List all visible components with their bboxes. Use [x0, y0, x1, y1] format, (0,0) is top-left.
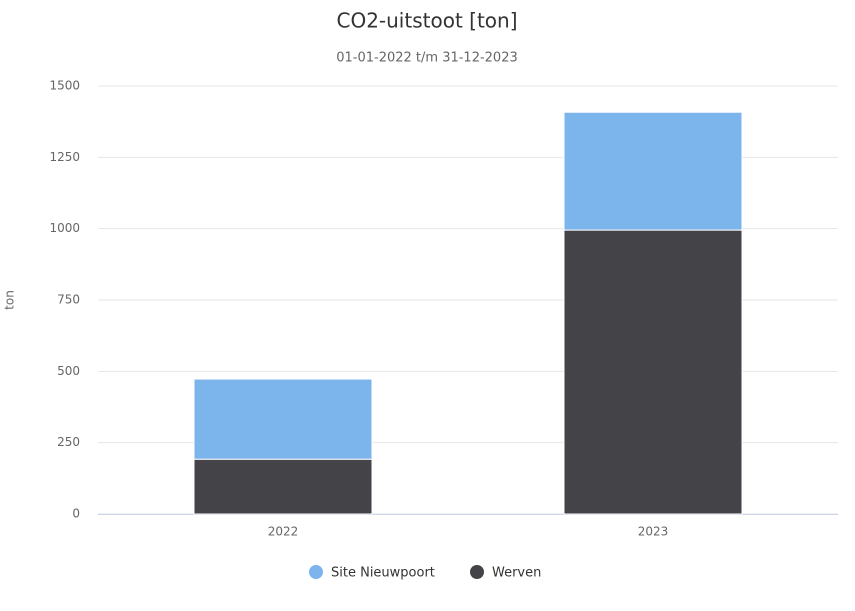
legend-swatch[interactable]: [470, 565, 484, 579]
bar-segment: [563, 111, 743, 231]
y-tick-label: 0: [72, 507, 80, 521]
chart-title: CO2-uitstoot [ton]: [336, 9, 517, 33]
y-tick-label: 1250: [49, 150, 80, 164]
y-tick-label: 500: [57, 364, 80, 378]
y-tick-label: 1000: [49, 221, 80, 235]
chart-subtitle: 01-01-2022 t/m 31-12-2023: [336, 51, 518, 66]
x-tick-label: 2022: [268, 525, 299, 539]
legend-label[interactable]: Site Nieuwpoort: [331, 566, 435, 581]
y-axis-title: ton: [3, 290, 17, 310]
legend-swatch[interactable]: [309, 565, 323, 579]
legend-label[interactable]: Werven: [492, 566, 541, 581]
bar-segment: [193, 458, 373, 515]
bar-segment: [193, 378, 373, 460]
x-tick-label: 2023: [638, 525, 669, 539]
bar-segment: [563, 229, 743, 515]
y-tick-label: 250: [57, 435, 80, 449]
y-tick-label: 750: [57, 293, 80, 307]
y-tick-label: 1500: [49, 79, 80, 93]
